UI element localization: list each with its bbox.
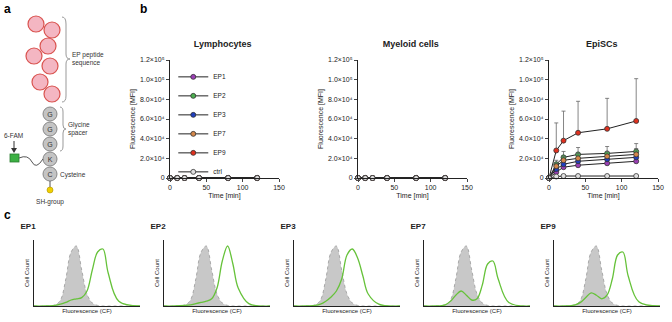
svg-text:Lymphocytes: Lymphocytes: [194, 39, 252, 49]
svg-text:8.0×10⁴: 8.0×10⁴: [140, 96, 165, 103]
svg-text:4.0×10⁴: 4.0×10⁴: [328, 135, 353, 142]
svg-text:Cell Count: Cell Count: [414, 259, 420, 287]
svg-text:EP7: EP7: [411, 222, 427, 231]
svg-text:Fluorescence (CF): Fluorescence (CF): [322, 308, 372, 314]
svg-text:EP peptide: EP peptide: [72, 51, 104, 59]
svg-text:EP7: EP7: [213, 130, 226, 137]
svg-text:0: 0: [168, 184, 172, 191]
html-text:b: b: [140, 2, 148, 16]
svg-text:SH-group: SH-group: [36, 198, 64, 206]
svg-text:Fluorescence (CF): Fluorescence (CF): [582, 308, 632, 314]
svg-text:150: 150: [461, 184, 473, 191]
svg-text:EP1: EP1: [21, 222, 37, 231]
svg-text:G: G: [47, 111, 52, 118]
svg-text:0: 0: [547, 184, 551, 191]
svg-text:EP9: EP9: [213, 149, 226, 156]
svg-text:Fluorescence (CF): Fluorescence (CF): [62, 308, 112, 314]
svg-text:Time [min]: Time [min]: [587, 192, 619, 200]
svg-text:4.0×10⁴: 4.0×10⁴: [140, 135, 165, 142]
svg-text:1.2×10⁵: 1.2×10⁵: [140, 56, 165, 63]
svg-text:C: C: [47, 171, 52, 178]
svg-text:50: 50: [581, 184, 589, 191]
svg-text:EP2: EP2: [151, 222, 167, 231]
html-text:a: a: [4, 2, 11, 16]
svg-text:4.0×10⁴: 4.0×10⁴: [519, 135, 544, 142]
svg-text:100: 100: [425, 184, 437, 191]
svg-text:1.0×10⁵: 1.0×10⁵: [328, 76, 353, 83]
svg-text:Fluorescence [MFI]: Fluorescence [MFI]: [508, 89, 516, 149]
svg-text:1.2×10⁵: 1.2×10⁵: [519, 56, 544, 63]
svg-text:Cell Count: Cell Count: [544, 259, 550, 287]
svg-text:100: 100: [237, 184, 249, 191]
svg-text:G: G: [47, 126, 52, 133]
html-text:c: c: [4, 208, 11, 222]
svg-text:50: 50: [202, 184, 210, 191]
svg-text:Fluorescence (CF): Fluorescence (CF): [192, 308, 242, 314]
svg-text:Glycine: Glycine: [68, 121, 90, 129]
svg-text:50: 50: [390, 184, 398, 191]
svg-text:ctrl: ctrl: [213, 168, 222, 175]
svg-text:150: 150: [652, 184, 664, 191]
svg-text:0: 0: [540, 174, 544, 181]
svg-text:150: 150: [273, 184, 285, 191]
svg-text:EP3: EP3: [213, 111, 226, 118]
svg-text:Cell Count: Cell Count: [24, 259, 30, 287]
svg-text:6-FAM: 6-FAM: [4, 132, 23, 139]
svg-text:2.0×10⁴: 2.0×10⁴: [519, 155, 544, 162]
svg-text:0: 0: [356, 184, 360, 191]
svg-text:Time [min]: Time [min]: [396, 192, 428, 200]
svg-text:Cysteine: Cysteine: [60, 171, 86, 179]
svg-text:6.0×10⁴: 6.0×10⁴: [140, 115, 165, 122]
svg-text:Fluorescence (CF): Fluorescence (CF): [452, 308, 502, 314]
svg-text:sequence: sequence: [72, 59, 101, 67]
svg-text:EP1: EP1: [213, 73, 226, 80]
svg-text:1.2×10⁵: 1.2×10⁵: [328, 56, 353, 63]
svg-text:Fluorescence [MFI]: Fluorescence [MFI]: [317, 89, 325, 149]
svg-text:EpiSCs: EpiSCs: [586, 39, 618, 49]
svg-text:1.0×10⁵: 1.0×10⁵: [519, 76, 544, 83]
svg-text:G: G: [47, 141, 52, 148]
svg-text:6.0×10⁴: 6.0×10⁴: [519, 115, 544, 122]
svg-text:2.0×10⁴: 2.0×10⁴: [140, 155, 165, 162]
svg-text:0: 0: [349, 174, 353, 181]
svg-text:EP2: EP2: [213, 92, 226, 99]
svg-text:2.0×10⁴: 2.0×10⁴: [328, 155, 353, 162]
svg-text:Fluorescence [MFI]: Fluorescence [MFI]: [129, 89, 137, 149]
svg-text:EP9: EP9: [541, 222, 557, 231]
svg-text:EP3: EP3: [281, 222, 297, 231]
svg-text:0: 0: [161, 174, 165, 181]
svg-text:Time [min]: Time [min]: [208, 192, 240, 200]
svg-text:8.0×10⁴: 8.0×10⁴: [328, 96, 353, 103]
svg-text:100: 100: [616, 184, 628, 191]
svg-text:1.0×10⁵: 1.0×10⁵: [140, 76, 165, 83]
svg-text:Myeloid cells: Myeloid cells: [383, 39, 439, 49]
svg-text:8.0×10⁴: 8.0×10⁴: [519, 96, 544, 103]
svg-text:spacer: spacer: [68, 129, 88, 137]
svg-text:K: K: [48, 156, 53, 163]
svg-text:6.0×10⁴: 6.0×10⁴: [328, 115, 353, 122]
svg-text:Cell Count: Cell Count: [284, 259, 290, 287]
svg-text:Cell Count: Cell Count: [154, 259, 160, 287]
